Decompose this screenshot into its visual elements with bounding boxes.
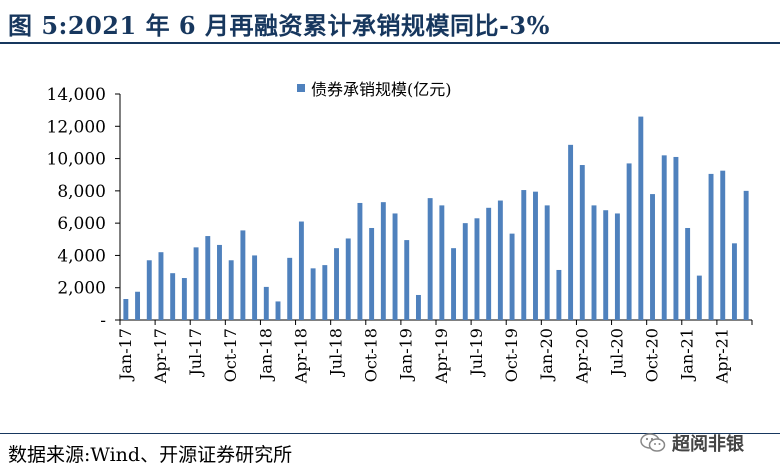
bar-Dec-20 (673, 156, 679, 320)
bar-Jan-19 (404, 240, 410, 320)
x-tick-label: Oct-18 (362, 328, 381, 382)
bar-Jan-17 (123, 299, 129, 320)
bar-Oct-17 (228, 260, 234, 320)
bar-Jun-20 (603, 210, 609, 320)
bar-Oct-20 (650, 194, 655, 320)
bar-Apr-20 (579, 165, 585, 320)
bar-Mar-18 (287, 257, 293, 320)
title-rule (0, 42, 780, 44)
bar-Nov-17 (240, 230, 246, 320)
bar-Jun-18 (322, 265, 328, 320)
bar-Nov-18 (380, 202, 386, 320)
bar-Feb-21 (696, 275, 702, 320)
bar-Jul-20 (614, 213, 620, 320)
bar-May-19 (451, 248, 457, 320)
bar-chart: -2,0004,0006,0008,00010,00012,00014,000 … (47, 80, 753, 384)
x-tick-label: Jan-18 (256, 328, 275, 382)
x-tick-label: Jul-19 (467, 328, 486, 378)
x-tick-label: Jul-20 (607, 328, 626, 378)
y-tick-label: 14,000 (47, 85, 106, 105)
bar-May-21 (731, 243, 737, 320)
bar-Jun-19 (462, 223, 468, 320)
bar-Aug-19 (486, 207, 492, 320)
x-tick-label: Apr-19 (432, 328, 451, 384)
bar-Oct-18 (369, 227, 375, 320)
x-tick-label: Apr-20 (572, 328, 591, 384)
bar-series (123, 116, 749, 320)
bar-Jan-20 (544, 205, 550, 320)
bar-Apr-18 (298, 221, 304, 320)
bar-Aug-20 (626, 163, 632, 320)
bar-Oct-19 (509, 233, 515, 320)
bar-Sep-17 (217, 244, 222, 320)
figure-title: 图 5:2021 年 6 月再融资累计承销规模同比-3% (8, 11, 550, 40)
y-tick-label: 6,000 (57, 214, 106, 234)
bar-Mar-17 (146, 260, 152, 320)
x-axis: Jan-17 Apr-17 Jul-17 Oct-17 Jan-18 Apr-18 Jul-… (116, 319, 753, 384)
bar-May-17 (170, 273, 176, 320)
y-tick-label: 8,000 (57, 182, 106, 202)
bar-Aug-17 (205, 236, 211, 320)
bar-Sep-19 (497, 200, 503, 320)
legend-label: 债券承销规模(亿元) (311, 80, 452, 99)
y-tick-label: 2,000 (57, 279, 106, 299)
watermark: 超阅非银 (640, 430, 744, 456)
y-tick-label: 12,000 (47, 117, 106, 137)
x-tick-label: Oct-17 (221, 328, 240, 382)
bar-Mar-19 (427, 198, 433, 320)
bar-Apr-19 (439, 205, 445, 320)
bar-Apr-17 (158, 252, 164, 320)
bar-Jun-21 (743, 190, 749, 320)
legend-swatch (297, 84, 305, 92)
bar-Mar-21 (708, 173, 714, 320)
data-source: 数据来源:Wind、开源证券研究所 (8, 444, 293, 466)
y-tick-label: 4,000 (57, 246, 106, 266)
bar-Aug-18 (345, 238, 351, 320)
bar-Dec-17 (252, 255, 258, 320)
x-tick-label: Oct-20 (643, 328, 662, 382)
legend: 债券承销规模(亿元) (297, 80, 452, 99)
bar-May-18 (310, 268, 316, 320)
bar-May-20 (591, 205, 597, 320)
bar-Jun-17 (181, 278, 187, 320)
y-tick-label: 10,000 (47, 150, 106, 170)
bar-Nov-20 (661, 155, 667, 320)
bar-Nov-19 (521, 190, 527, 320)
bar-Apr-21 (720, 170, 726, 320)
x-tick-label: Jan-17 (116, 328, 135, 382)
wechat-icon (640, 433, 666, 452)
x-tick-label: Apr-21 (713, 328, 732, 384)
bar-Jan-18 (263, 286, 269, 320)
x-tick-label: Oct-19 (502, 328, 521, 382)
x-tick-label: Apr-17 (151, 328, 170, 384)
bar-Jul-18 (334, 248, 339, 320)
x-tick-label: Jan-21 (678, 328, 697, 382)
x-tick-label: Jul-18 (327, 328, 346, 378)
x-tick-label: Jul-17 (186, 328, 205, 378)
x-tick-label: Jan-20 (537, 328, 556, 382)
bar-Jul-19 (474, 218, 480, 320)
bar-Jan-21 (685, 227, 691, 320)
y-tick-label: - (100, 311, 106, 331)
y-axis: - 2,000 4,000 6,000 8,000 10,000 12,000 14,000 (47, 85, 121, 331)
bar-Feb-20 (556, 269, 562, 320)
bar-Feb-17 (135, 291, 141, 320)
bottom-rule (0, 433, 780, 434)
watermark-text: 超阅非银 (672, 434, 744, 455)
bar-Feb-19 (415, 294, 421, 320)
bar-Sep-20 (638, 116, 644, 320)
x-tick-label: Jan-19 (397, 328, 416, 382)
bar-Dec-18 (392, 213, 398, 320)
bar-Sep-18 (357, 202, 363, 320)
bar-Jul-17 (193, 247, 199, 320)
bar-Dec-19 (533, 191, 538, 320)
x-tick-label: Apr-18 (291, 328, 310, 384)
bar-Feb-18 (275, 301, 281, 320)
bar-Mar-20 (568, 144, 574, 320)
